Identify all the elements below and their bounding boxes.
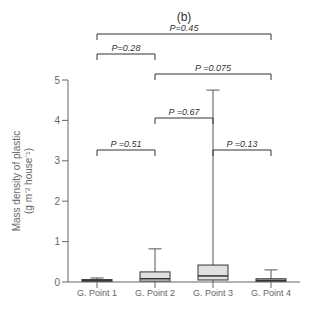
svg-text:0: 0 <box>54 277 60 288</box>
svg-text:P =0.13: P =0.13 <box>227 139 258 149</box>
svg-text:G. Point 1: G. Point 1 <box>77 288 117 298</box>
svg-text:3: 3 <box>54 155 60 166</box>
svg-text:1: 1 <box>54 236 60 247</box>
svg-text:(b): (b) <box>177 10 192 24</box>
svg-text:2: 2 <box>54 196 60 207</box>
svg-text:P =0.51: P =0.51 <box>111 139 142 149</box>
svg-text:G. Point 2: G. Point 2 <box>135 288 175 298</box>
svg-text:P =0.67: P =0.67 <box>169 107 201 117</box>
svg-text:Mass density of plastic(g m⁻²: Mass density of plastic(g m⁻² house⁻¹) <box>11 131 34 232</box>
svg-text:5: 5 <box>54 75 60 86</box>
svg-text:4: 4 <box>54 115 60 126</box>
svg-text:P =0.075: P =0.075 <box>195 63 232 73</box>
svg-text:P=0.28: P=0.28 <box>112 43 141 53</box>
svg-text:P=0.45: P=0.45 <box>170 23 200 33</box>
svg-text:G. Point 3: G. Point 3 <box>193 288 233 298</box>
svg-text:G. Point 4: G. Point 4 <box>251 288 291 298</box>
